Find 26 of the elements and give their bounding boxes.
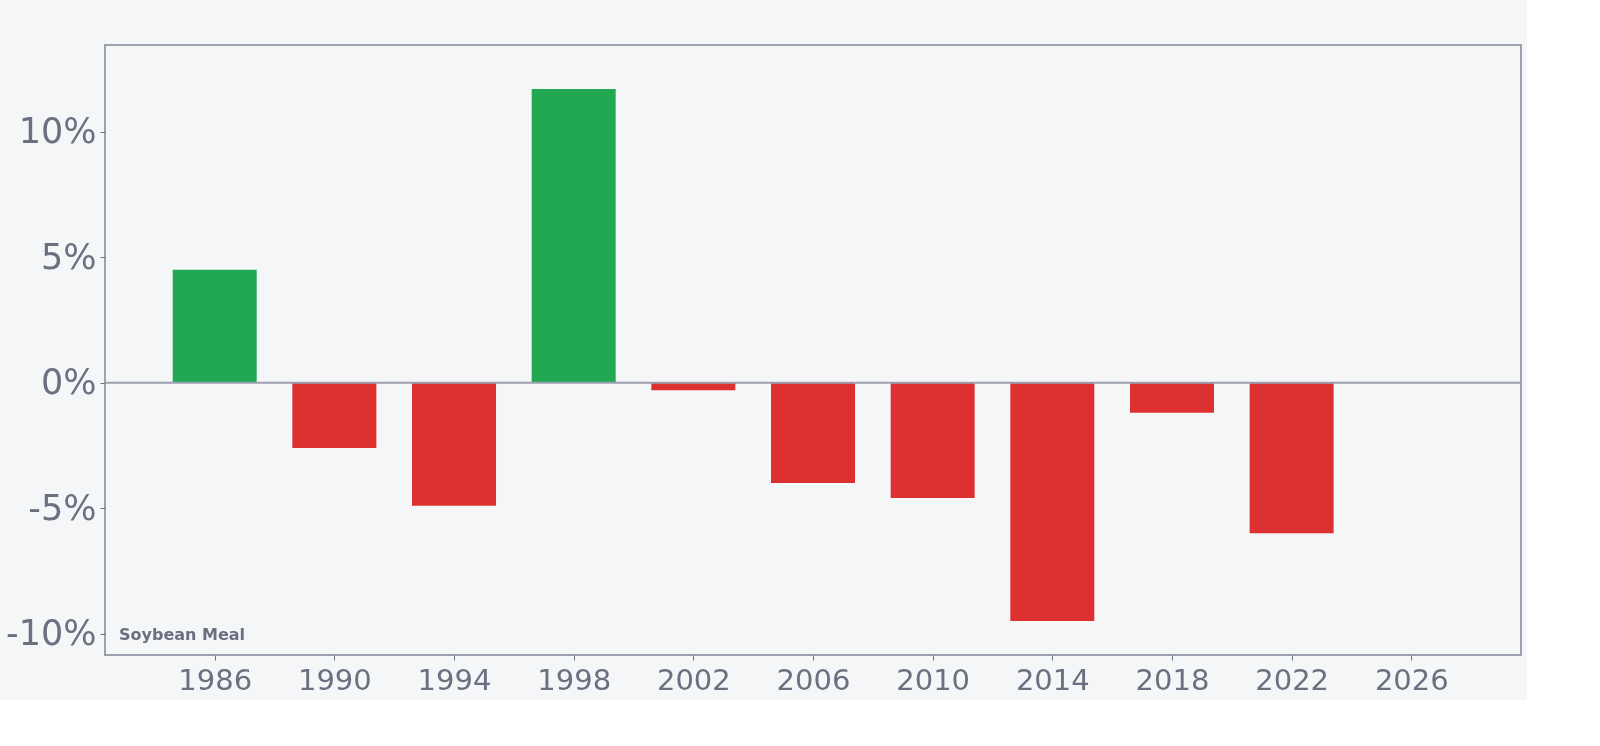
bar: [1249, 382, 1334, 534]
y-tick-label: 10%: [18, 111, 97, 152]
x-tick-label: 2010: [896, 662, 971, 697]
bar: [890, 382, 975, 499]
bar: [172, 269, 257, 383]
bar: [1129, 382, 1214, 413]
x-tick-label: 1986: [178, 662, 253, 697]
x-tick-label: 1994: [417, 662, 492, 697]
annotation: Soybean Meal: [119, 625, 246, 644]
bar: [292, 382, 377, 448]
y-tick-label: 0%: [40, 362, 97, 403]
bar: [531, 88, 616, 383]
y-tick-label: -10%: [6, 613, 97, 654]
x-tick-label: 2026: [1374, 662, 1449, 697]
bar: [412, 382, 497, 506]
x-tick-label: 2014: [1015, 662, 1090, 697]
x-tick-label: 2006: [776, 662, 851, 697]
y-tick-label: -5%: [28, 487, 97, 528]
x-tick-label: 1990: [297, 662, 372, 697]
x-tick-label: 2022: [1255, 662, 1330, 697]
x-tick-label: 2018: [1135, 662, 1210, 697]
bar: [771, 382, 855, 484]
bar: [1010, 382, 1095, 622]
x-tick-label: 2002: [656, 662, 731, 697]
y-tick-label: 5%: [40, 236, 97, 277]
x-tick-label: 1998: [537, 662, 612, 697]
